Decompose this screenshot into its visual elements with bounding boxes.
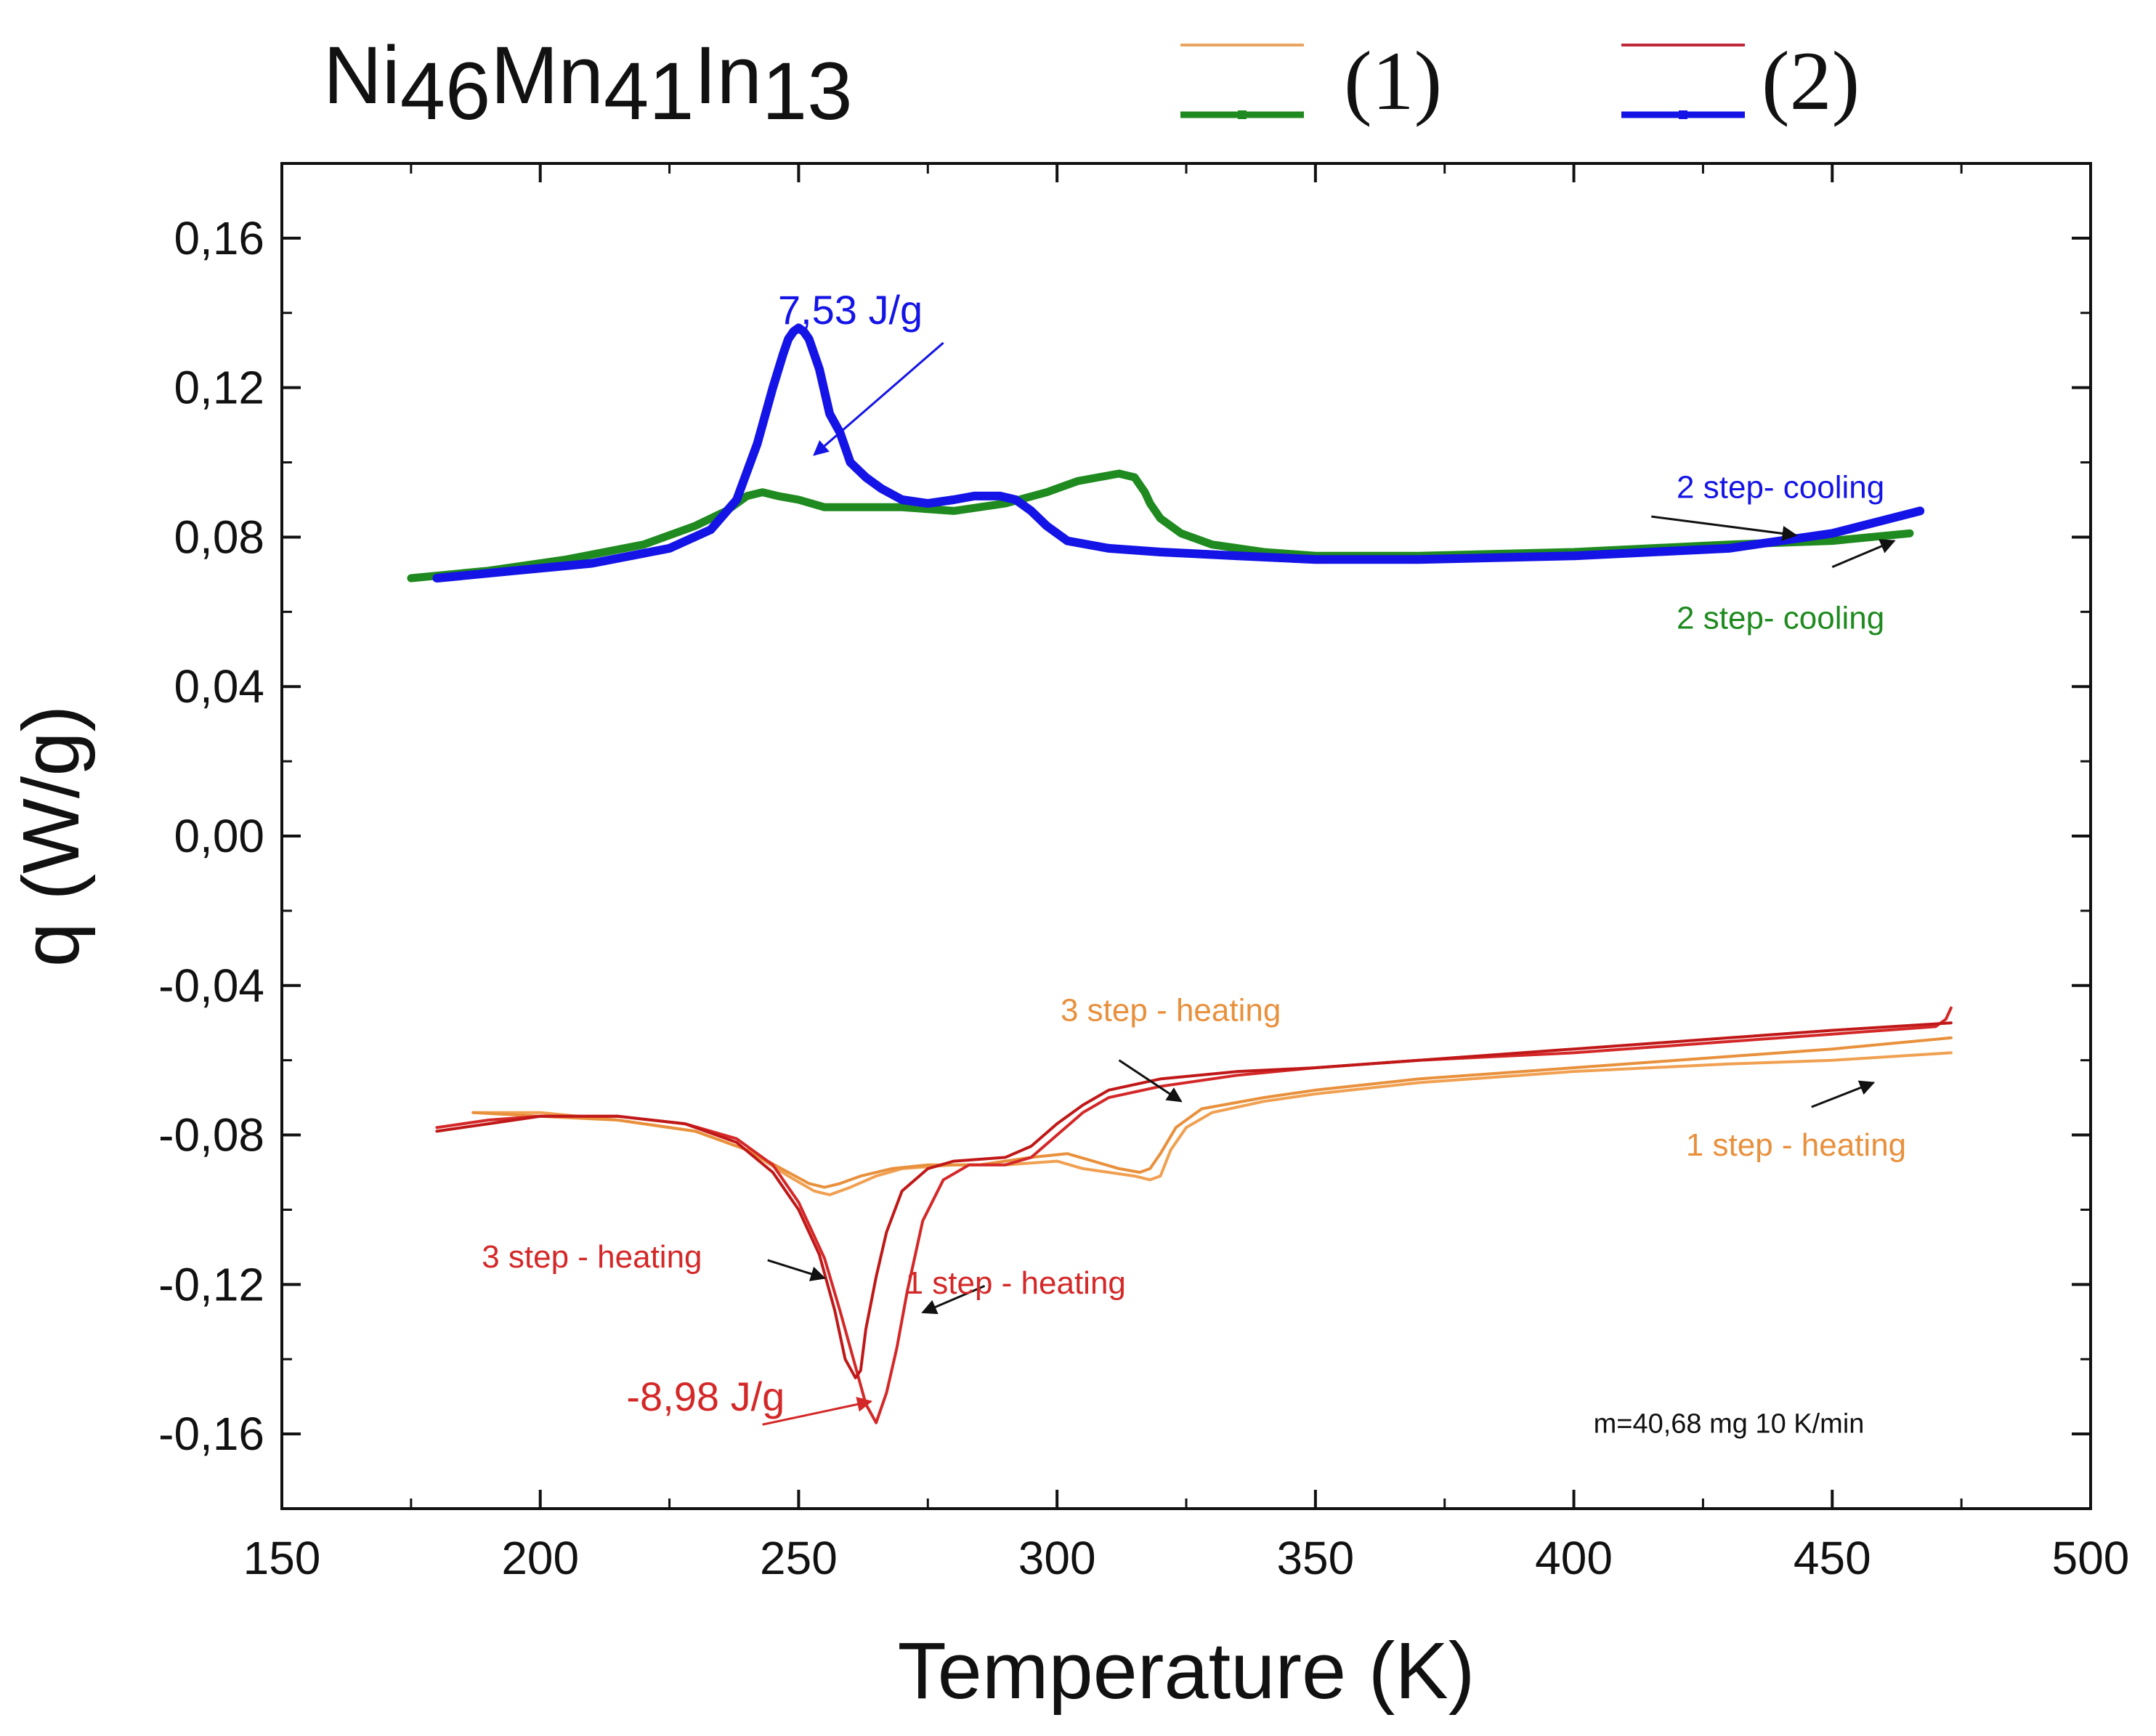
x-tick-label: 300 — [1018, 1532, 1096, 1584]
x-tick-label: 450 — [1794, 1532, 1871, 1584]
legend-label: (2) — [1762, 35, 1860, 128]
legend: (1) (2) — [1180, 35, 1860, 128]
plot-frame — [280, 162, 2092, 1510]
x-tick-label: 500 — [2052, 1532, 2130, 1584]
annotation-label: 3 step - heating — [482, 1239, 702, 1275]
y-tick-label: 0,16 — [174, 212, 264, 264]
title-subscript: 41 — [604, 46, 694, 137]
legend-label: (1) — [1344, 35, 1442, 128]
annotation-label: 7,53 J/g — [778, 287, 923, 333]
y-axis: -0,16 -0,12 -0,08 -0,04 0,00 0,04 0,08 0,12 0,16 — [158, 162, 2091, 1510]
annotation-label: 2 step- cooling — [1677, 600, 1884, 636]
chart-title: Ni46Mn41In13 — [323, 30, 853, 137]
y-tick-label: 0,12 — [174, 362, 264, 414]
annotation-label: 3 step - heating — [1061, 993, 1281, 1029]
chart-title-text: Ni46Mn41In13 — [323, 30, 853, 137]
x-axis-label: Temperature (K) — [898, 1626, 1475, 1716]
y-tick-label: 0,08 — [174, 511, 264, 563]
x-tick-label: 200 — [501, 1532, 579, 1584]
annotation-arrow — [762, 1397, 873, 1426]
annotation-arrow — [1118, 1059, 1183, 1103]
y-tick-label: -0,04 — [158, 960, 264, 1012]
title-element: Ni — [323, 30, 400, 121]
legend-marker — [1679, 110, 1687, 119]
y-axis-label: q (W/g) — [7, 705, 96, 968]
annotation-arrow — [921, 1285, 986, 1315]
annotations: 7,53 J/g 2 step- cooling 2 step- cooling 3 … — [482, 287, 1906, 1439]
y-tick-label: -0,12 — [158, 1258, 264, 1310]
annotation-label: 2 step- cooling — [1677, 469, 1884, 505]
annotation-arrow — [1651, 515, 1798, 541]
legend-marker — [1238, 110, 1247, 119]
y-tick-label: 0,04 — [174, 660, 264, 713]
x-tick-label: 150 — [243, 1532, 321, 1584]
annotation-label: m=40,68 mg 10 K/min — [1594, 1409, 1865, 1440]
annotation-arrow — [1831, 539, 1896, 568]
x-axis: 150 200 250 300 350 400 450 500 — [243, 163, 2130, 1584]
x-tick-label: 250 — [760, 1532, 838, 1584]
annotation-arrow — [767, 1259, 827, 1281]
y-tick-label: 0,00 — [174, 810, 264, 862]
series-line-2 — [432, 323, 1925, 583]
title-element: Mn — [490, 30, 604, 121]
series-line-5 — [435, 1006, 1953, 1424]
x-tick-label: 400 — [1535, 1532, 1613, 1584]
title-subscript: 13 — [762, 46, 853, 137]
annotation-label: 1 step - heating — [906, 1265, 1126, 1301]
annotation-label: 1 step - heating — [1686, 1127, 1906, 1163]
y-tick-label: -0,16 — [158, 1408, 264, 1460]
title-element: In — [694, 30, 762, 121]
annotation-label: -8,98 J/g — [626, 1374, 785, 1419]
series-line-6 — [435, 1021, 1953, 1379]
title-subscript: 46 — [400, 46, 491, 137]
x-tick-label: 350 — [1276, 1532, 1354, 1584]
y-tick-label: -0,08 — [158, 1109, 264, 1161]
annotation-arrow — [813, 341, 944, 456]
series-layer — [407, 323, 1953, 1424]
annotation-arrow — [1811, 1080, 1876, 1108]
